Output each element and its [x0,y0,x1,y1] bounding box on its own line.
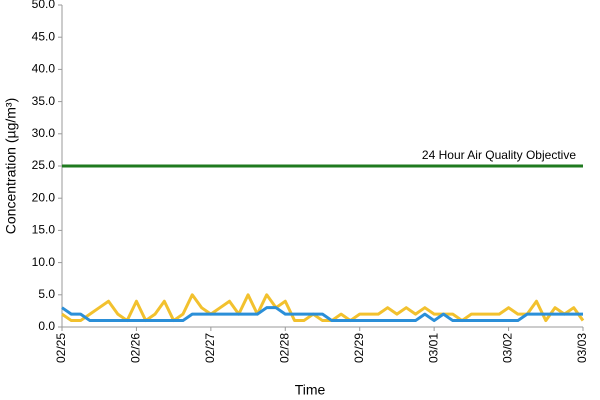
series-line [61,306,583,323]
y-tick-label: 0.0 [38,319,55,333]
y-tick-label: 10.0 [32,255,56,269]
y-tick-label: 40.0 [32,62,56,76]
y-tick-label: 35.0 [32,94,56,108]
x-tick-label: 02/29 [352,333,366,363]
x-tick-label: 02/25 [54,333,68,363]
y-tick-label: 5.0 [38,287,55,301]
objective-label: 24 Hour Air Quality Objective [422,148,576,162]
y-axis-label: Concentration (µg/m³) [3,98,19,234]
y-tick-label: 45.0 [32,29,56,43]
x-tick-label: 02/27 [203,333,217,363]
x-tick-label: 03/03 [575,333,589,363]
x-tick-label: 02/26 [129,333,143,363]
x-tick-label: 02/28 [277,333,291,363]
series-line [61,293,585,323]
y-tick-label: 15.0 [32,223,56,237]
y-tick-label: 30.0 [32,126,56,140]
y-tick-label: 20.0 [32,190,56,204]
y-tick-label: 25.0 [32,158,56,172]
x-tick-label: 03/02 [501,333,515,363]
x-axis-label: Time [295,382,326,398]
x-tick-label: 03/01 [426,333,440,363]
y-tick-label: 50.0 [32,0,56,11]
